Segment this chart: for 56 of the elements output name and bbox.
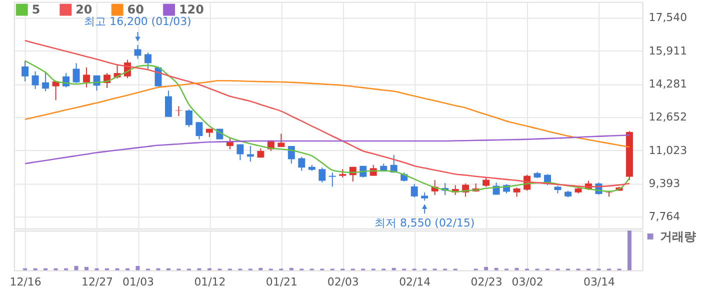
bar — [136, 266, 140, 270]
line-series — [24, 134, 630, 164]
candlestick — [513, 186, 520, 198]
candlestick — [144, 52, 152, 70]
candlestick — [83, 66, 90, 88]
bar — [484, 266, 488, 270]
y-tick-label: 17,540 — [648, 11, 688, 24]
candlestick — [154, 66, 162, 87]
x-tick-label: 02/03 — [327, 276, 359, 289]
y-tick-label: 9,393 — [648, 176, 680, 190]
candlestick — [32, 70, 39, 90]
x-tick-label: 01/03 — [122, 276, 154, 289]
x-tick-label: 02/14 — [399, 276, 431, 289]
bar — [627, 230, 632, 270]
bar — [258, 268, 263, 270]
candlestick — [134, 44, 142, 60]
candlestick — [410, 184, 418, 198]
x-tick-label: 03/02 — [512, 276, 544, 289]
y-tick-label: 12,652 — [648, 110, 688, 124]
candlestick — [196, 122, 203, 140]
y-tick-label: 11,023 — [648, 144, 688, 157]
bar — [84, 266, 88, 270]
bar — [392, 268, 396, 270]
candlestick — [246, 145, 254, 162]
x-tick-label: 03/14 — [583, 276, 616, 289]
legend-label: 5 — [32, 2, 40, 17]
y-tick-label: 14,281 — [648, 77, 688, 90]
candlestick — [318, 167, 326, 183]
candlestick — [328, 172, 336, 188]
candlestick — [278, 133, 285, 148]
candlestick — [298, 156, 306, 172]
bar — [289, 268, 294, 270]
annotation: 최고 16,200 (01/03) — [84, 15, 192, 28]
bar — [494, 268, 498, 270]
legend-label: 60 — [127, 2, 144, 17]
bar — [514, 268, 519, 270]
annotation: 최저 8,550 (02/15) — [374, 216, 475, 230]
x-tick-label: 12/16 — [10, 276, 42, 289]
bar — [74, 266, 78, 270]
legend-label: 120 — [178, 2, 204, 17]
legend-label: 거래량 — [660, 229, 696, 244]
candlestick — [72, 62, 80, 84]
y-tick-label: 15,911 — [648, 44, 688, 58]
candlestick — [164, 90, 172, 118]
candlestick — [482, 177, 490, 188]
x-tick-label: 01/12 — [194, 276, 226, 289]
candlestick — [42, 70, 50, 92]
x-tick-label: 02/23 — [470, 276, 502, 289]
legend-label: 20 — [76, 2, 92, 17]
y-tick-label: 7,764 — [648, 210, 680, 224]
candlestick — [22, 60, 29, 82]
x-tick-label: 12/27 — [82, 276, 114, 289]
line-series — [24, 80, 630, 148]
candlestick — [236, 144, 244, 161]
x-tick-label: 01/21 — [266, 276, 298, 289]
candlestick — [185, 109, 192, 128]
